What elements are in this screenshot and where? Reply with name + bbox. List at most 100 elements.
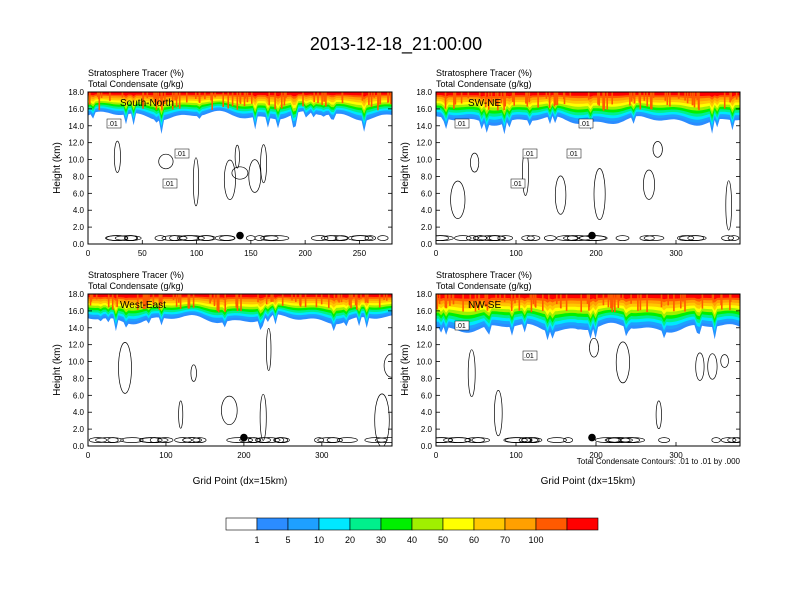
- condensate-contour: [470, 152, 480, 173]
- tracer-spike: [178, 294, 180, 303]
- condensate-contour: [324, 235, 338, 241]
- tracer-spike: [486, 294, 489, 311]
- contour-label-box: [454, 320, 470, 331]
- y-tick-label: 18.0: [68, 88, 84, 97]
- tracer-spike: [563, 92, 566, 105]
- condensate-contour: [526, 235, 541, 241]
- colorbar-label: 5: [285, 535, 290, 545]
- tracer-spike: [158, 294, 161, 310]
- condensate-contour: [639, 235, 655, 241]
- tracer-spike: [462, 294, 464, 312]
- location-marker: [240, 433, 248, 442]
- tracer-spike: [281, 294, 284, 306]
- condensate-contour: [255, 437, 271, 443]
- y-tick-label: 14.0: [416, 324, 432, 333]
- condensate-contour: [259, 393, 267, 441]
- condensate-contour: [725, 180, 732, 231]
- location-marker: [588, 433, 596, 442]
- plot-area: .01 .01 .01: [88, 92, 392, 244]
- tracer-spike: [364, 294, 367, 303]
- tracer-spike: [660, 294, 663, 308]
- tracer-spike: [379, 92, 382, 105]
- tracer-spike: [204, 92, 206, 100]
- y-tick-label: 12.0: [416, 139, 432, 148]
- panel-label: West-East: [120, 300, 166, 311]
- panel-label: NW-SE: [468, 300, 501, 311]
- tracer-spike: [553, 92, 556, 107]
- condensate-contour: [488, 235, 501, 241]
- tracer-spike: [495, 294, 497, 303]
- tracer-spike: [445, 294, 447, 306]
- tracer-spike: [302, 92, 304, 107]
- x-tick-label: 200: [589, 451, 603, 460]
- tracer-spike: [320, 294, 323, 305]
- tracer-spike: [497, 92, 499, 111]
- y-tick-label: 6.0: [73, 391, 85, 400]
- plot-frame: [435, 293, 741, 447]
- condensate-contour: [695, 352, 705, 381]
- tracer-spike: [545, 92, 548, 99]
- condensate-contour: [157, 437, 174, 443]
- y-tick-label: 2.0: [421, 223, 433, 232]
- tracer-spike: [244, 92, 247, 99]
- condensate-contour: [727, 437, 740, 443]
- tracer-spike: [109, 92, 111, 101]
- condensate-contour: [643, 235, 665, 241]
- panel-title-line1: Stratosphere Tracer (%): [88, 270, 184, 280]
- tracer-spike: [554, 92, 557, 106]
- tracer-spike: [315, 294, 318, 308]
- tracer-spike: [618, 294, 621, 301]
- x-tick-label: 100: [159, 451, 173, 460]
- panel-title-line1: Stratosphere Tracer (%): [436, 270, 532, 280]
- y-tick-label: 0.0: [73, 240, 85, 249]
- colorbar-label: 70: [500, 535, 510, 545]
- y-tick-label: 4.0: [421, 206, 433, 215]
- tracer-spike: [607, 294, 610, 308]
- colorbar: 1 5 10 20 30 40 50 60 70 100: [225, 517, 599, 545]
- tracer-spike: [161, 92, 163, 109]
- x-tick-label: 0: [86, 451, 91, 460]
- y-tick-label: 16.0: [416, 307, 432, 316]
- tracer-spike: [678, 92, 680, 98]
- tracer-spike: [100, 92, 103, 98]
- y-tick-label: 16.0: [416, 105, 432, 114]
- tracer-spike: [598, 92, 600, 106]
- tracer-spike: [98, 92, 101, 111]
- tracer-spike: [231, 92, 234, 107]
- tracer-spike: [136, 294, 139, 310]
- condensate-contour: [118, 342, 132, 394]
- y-tick-label: 8.0: [73, 172, 85, 181]
- y-tick-label: 6.0: [421, 391, 433, 400]
- tracer-spike: [664, 92, 667, 101]
- tracer-spike: [274, 92, 276, 110]
- tracer-spike: [560, 294, 562, 309]
- y-tick-label: 10.0: [416, 156, 432, 165]
- colorbar-swatch: [535, 517, 568, 531]
- tracer-spike: [107, 294, 110, 308]
- figure-title: 2013-12-18_21:00:00: [310, 34, 482, 55]
- tracer-spike: [511, 92, 514, 102]
- contour-label: .01: [524, 353, 534, 360]
- tracer-spike: [735, 92, 738, 100]
- tracer-spike: [586, 294, 589, 304]
- tracer-spike: [176, 92, 178, 99]
- tracer-spike: [246, 92, 249, 103]
- tracer-spike: [175, 294, 178, 307]
- tracer-spike: [730, 92, 732, 101]
- location-marker: [236, 231, 244, 240]
- tracer-spike: [283, 92, 286, 106]
- tracer-spike: [198, 92, 201, 103]
- y-tick-label: 2.0: [73, 425, 85, 434]
- tracer-spike: [222, 92, 224, 107]
- tracer-spike: [712, 294, 715, 303]
- tracer-spike: [323, 92, 325, 102]
- condensate-contour: [256, 437, 281, 443]
- x-tick-label: 200: [237, 451, 251, 460]
- colorbar-label: 50: [438, 535, 448, 545]
- tracer-spike: [534, 294, 537, 308]
- panel-title-line2: Total Condensate (g/kg): [436, 281, 532, 291]
- colorbar-label: 20: [345, 535, 355, 545]
- panel-label: SW-NE: [468, 98, 501, 109]
- x-tick-label: 200: [298, 249, 312, 258]
- condensate-contour: [190, 364, 197, 382]
